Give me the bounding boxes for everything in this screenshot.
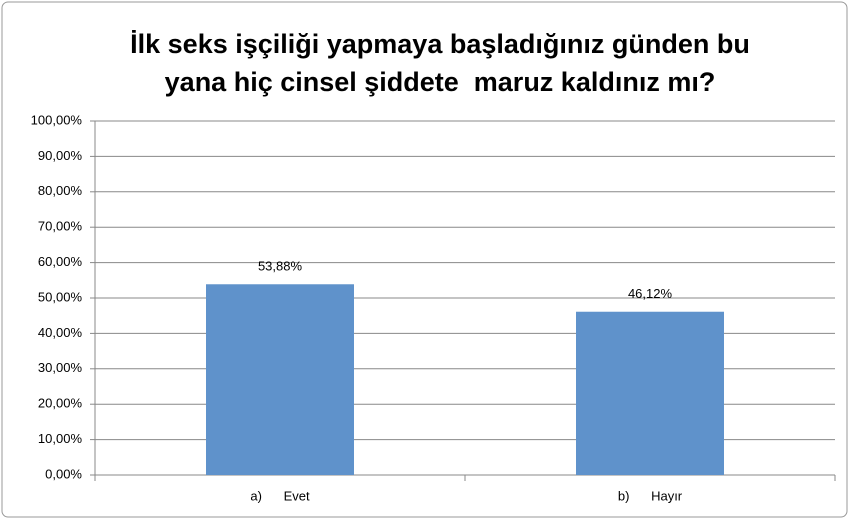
y-tick-label: 100,00% (31, 112, 83, 127)
chart-title: İlk seks işçiliği yapmaya başladığınız g… (130, 29, 750, 59)
bar (206, 284, 354, 475)
x-tick-label: b) Hayır (618, 488, 683, 503)
y-tick-label: 80,00% (38, 183, 83, 198)
y-tick-label: 20,00% (38, 396, 83, 411)
y-tick-label: 60,00% (38, 254, 83, 269)
data-label: 46,12% (628, 286, 673, 301)
y-tick-label: 50,00% (38, 289, 83, 304)
y-tick-label: 40,00% (38, 325, 83, 340)
y-tick-label: 0,00% (45, 466, 82, 481)
y-tick-label: 90,00% (38, 148, 83, 163)
y-tick-label: 10,00% (38, 431, 83, 446)
x-tick-label: a) Evet (250, 488, 310, 503)
y-tick-label: 30,00% (38, 360, 83, 375)
chart-title: yana hiç cinsel şiddete maruz kaldınız m… (165, 67, 716, 97)
y-tick-label: 70,00% (38, 219, 83, 234)
data-label: 53,88% (258, 259, 303, 274)
bar (576, 311, 724, 475)
